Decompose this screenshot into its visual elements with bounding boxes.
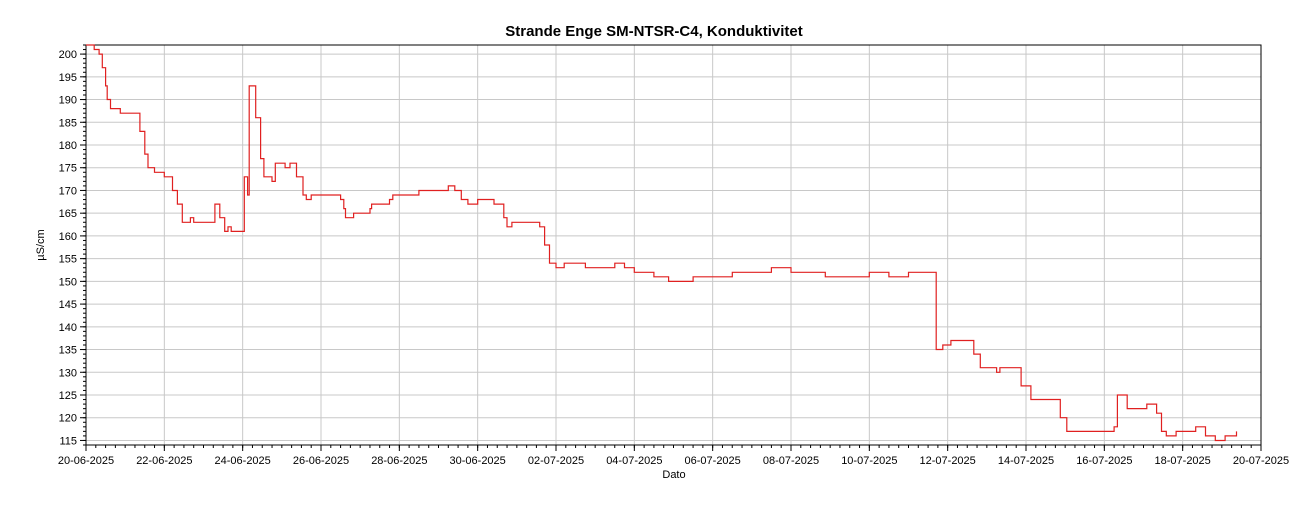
- y-tick-label: 115: [59, 435, 77, 447]
- x-tick-label: 06-07-2025: [685, 455, 741, 467]
- x-tick-label: 20-06-2025: [58, 455, 114, 467]
- x-tick-label: 28-06-2025: [371, 455, 427, 467]
- y-tick-label: 130: [59, 367, 77, 379]
- y-tick-label: 170: [59, 185, 77, 197]
- x-tick-label: 04-07-2025: [606, 455, 662, 467]
- y-tick-label: 140: [59, 322, 77, 334]
- y-axis-ticks: 115 120 125 130 135 140 145 150 155 160 165 170 175 1…: [59, 44, 86, 447]
- x-tick-label: 08-07-2025: [763, 455, 819, 467]
- x-axis-label: Dato: [662, 469, 685, 481]
- y-tick-label: 155: [59, 254, 77, 266]
- y-tick-label: 190: [59, 95, 77, 107]
- x-tick-label: 14-07-2025: [998, 455, 1054, 467]
- x-tick-label: 18-07-2025: [1155, 455, 1211, 467]
- y-tick-label: 120: [59, 413, 77, 425]
- grid: [85, 45, 1262, 445]
- y-tick-label: 200: [59, 49, 77, 61]
- x-tick-label: 16-07-2025: [1076, 455, 1132, 467]
- x-tick-label: 24-06-2025: [215, 455, 271, 467]
- x-tick-label: 02-07-2025: [528, 455, 584, 467]
- x-tick-label: 22-06-2025: [136, 455, 192, 467]
- y-tick-label: 180: [59, 140, 77, 152]
- y-tick-label: 150: [59, 276, 77, 288]
- y-tick-label: 175: [59, 163, 77, 175]
- y-tick-label: 160: [59, 231, 77, 243]
- x-tick-label: 12-07-2025: [920, 455, 976, 467]
- x-tick-label: 20-07-2025: [1233, 455, 1289, 467]
- y-tick-label: 165: [59, 208, 77, 220]
- plot-area-border: [85, 44, 1262, 446]
- y-tick-label: 145: [59, 299, 77, 311]
- x-axis-ticks: 20-06-2025 22-06-2025 24-06-2025 26-06-2025…: [58, 445, 1289, 467]
- series-line: [86, 44, 1238, 442]
- x-tick-label: 30-06-2025: [450, 455, 506, 467]
- x-tick-label: 10-07-2025: [841, 455, 897, 467]
- y-tick-label: 185: [59, 117, 77, 129]
- x-tick-label: 26-06-2025: [293, 455, 349, 467]
- y-tick-label: 125: [59, 390, 77, 402]
- y-tick-label: 135: [59, 345, 77, 357]
- y-axis-label: µS/cm: [35, 229, 47, 260]
- y-tick-label: 195: [59, 72, 77, 84]
- chart-title: Strande Enge SM-NTSR-C4, Konduktivitet: [505, 23, 803, 40]
